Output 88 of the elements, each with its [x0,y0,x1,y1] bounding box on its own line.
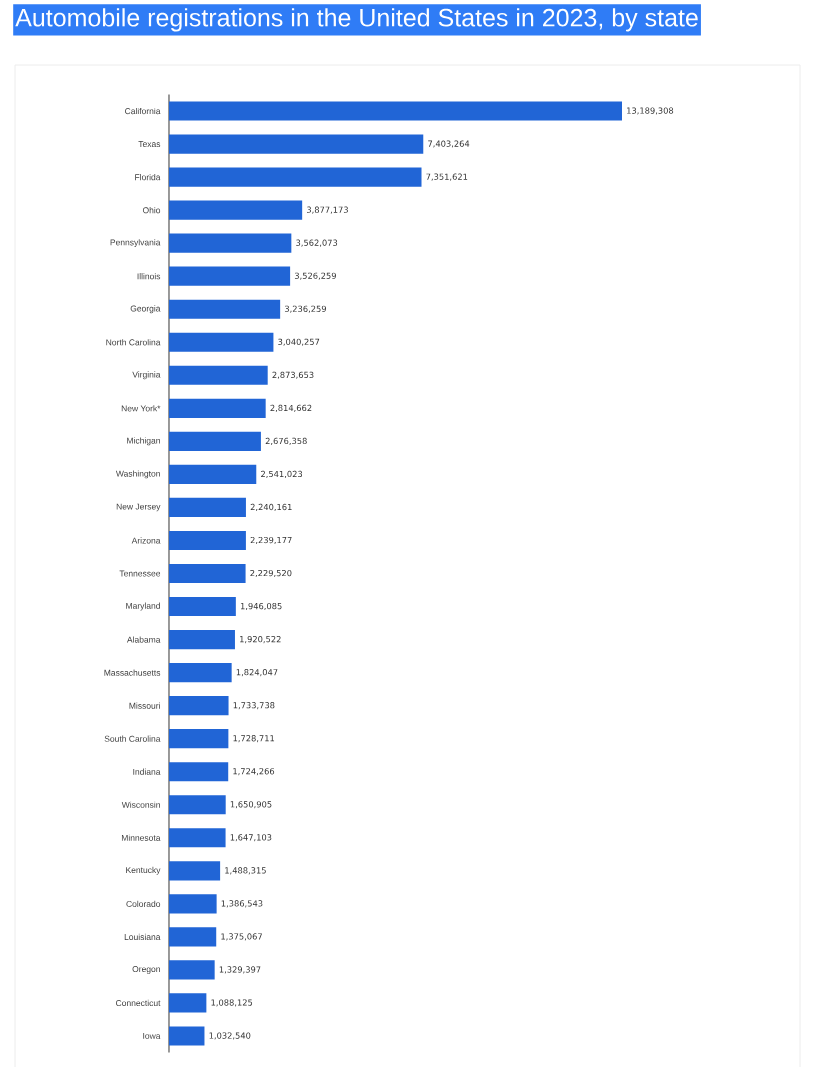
y-tick-label: Virginia [132,371,161,380]
y-tick-label: Florida [135,173,161,181]
data-label: 1,488,315 [225,867,266,875]
data-label: 2,229,520 [250,569,292,578]
bar [169,398,266,418]
data-label: 3,526,259 [294,272,336,280]
bar [169,365,268,385]
y-tick-label: Louisiana [124,933,161,940]
bar [169,134,424,154]
data-label: 2,239,177 [250,536,292,545]
data-label: 1,946,085 [240,602,282,611]
data-label: 1,733,738 [233,702,275,710]
data-label: 3,877,173 [306,206,348,214]
y-tick-label: Maryland [126,602,160,611]
y-tick-label: Texas [138,141,161,148]
y-tick-label: Massachusetts [104,669,161,676]
y-tick-label: Michigan [127,437,160,446]
y-tick-label: North Carolina [106,339,161,346]
data-label: 1,329,397 [219,966,261,974]
data-label: 7,351,621 [426,173,468,181]
y-tick-label: Missouri [129,702,160,709]
data-label: 2,676,358 [265,437,307,445]
data-label: 1,386,543 [221,900,263,908]
data-label: 1,728,711 [233,735,275,743]
data-label: 2,814,662 [270,404,312,412]
y-tick-label: Indiana [133,768,161,775]
y-tick-label: New Jersey [116,503,161,512]
bar [169,993,207,1013]
data-label: 1,032,540 [209,1032,251,1040]
data-label: 1,375,067 [221,933,262,941]
bar [169,431,261,451]
bar [169,464,257,484]
data-label: 7,403,264 [428,140,470,148]
y-tick-label: Connecticut [116,999,161,1007]
bar [169,927,217,947]
y-tick-label: Tennessee [119,570,161,577]
data-label: 3,236,259 [284,305,327,313]
y-tick-label: Washington [115,470,160,479]
bar [169,332,274,352]
y-tick-label: South Carolina [104,735,161,742]
y-tick-label: Kentucky [126,866,161,875]
bar [169,530,246,551]
chart-title: Automobile registrations in the United States in 2023, by state [15,8,698,32]
data-label: 13,189,308 [627,107,674,115]
bar [169,233,292,253]
data-label: 1,088,125 [211,999,253,1007]
bar [169,629,235,650]
y-tick-label: Georgia [130,305,161,314]
data-label: 1,920,522 [240,636,281,644]
bar [169,894,217,914]
bar [169,101,622,121]
bar [169,960,215,980]
y-tick-label: Illinois [137,273,161,280]
y-tick-label: California [125,107,161,115]
bar [169,200,303,220]
y-tick-label: Arizona [131,537,161,544]
data-label: 1,824,047 [236,669,278,677]
y-tick-label: Oregon [132,966,160,974]
bar [169,861,221,881]
bar [169,299,281,319]
bar [169,663,232,683]
data-label: 3,040,257 [278,338,320,346]
data-label: 2,541,023 [261,470,303,478]
y-tick-label: Iowa [143,1033,161,1039]
bar [169,167,422,187]
y-tick-label: Minnesota [121,834,161,841]
bar [169,729,229,749]
data-label: 2,240,161 [250,503,292,511]
bar [169,828,226,848]
bar [169,1026,205,1046]
bar [169,795,226,815]
y-tick-label: Alabama [126,636,161,643]
bar [169,596,236,617]
y-tick-label: Ohio [142,207,161,214]
data-label: 1,724,266 [233,768,275,776]
data-label: 2,873,653 [272,371,314,379]
bar [169,266,291,286]
data-label: 1,650,905 [230,801,272,809]
bar [169,497,246,518]
y-tick-label: Pennsylvania [110,239,161,248]
y-tick-label: Wisconsin [121,801,160,808]
bar [169,696,229,716]
y-tick-label: New York* [121,405,161,412]
bar [169,762,229,782]
data-label: 1,647,103 [230,834,272,842]
data-label: 3,562,073 [296,239,338,247]
y-tick-label: Colorado [126,900,161,907]
bar [169,563,246,584]
